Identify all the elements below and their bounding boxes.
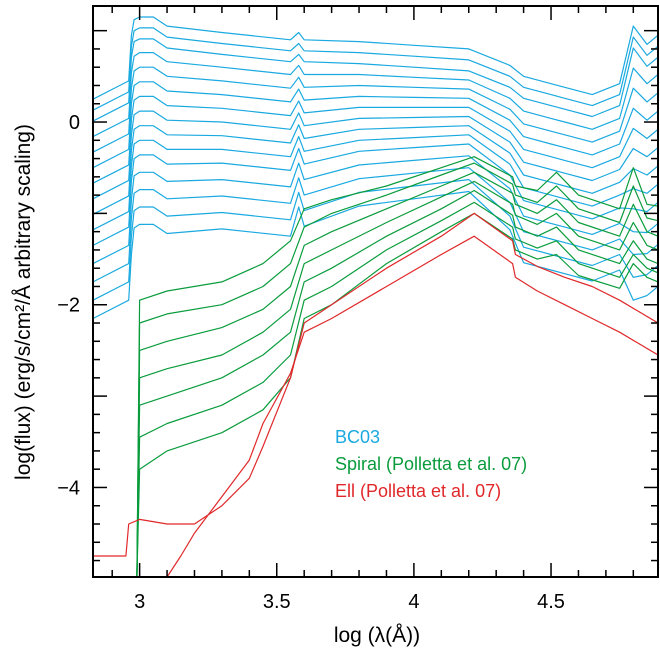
series-line-ell-23 — [166, 235, 658, 577]
x-tick-label: 3 — [134, 591, 145, 613]
legend-entry-spiral: Spiral (Polletta et al. 07) — [335, 454, 527, 474]
legend: BC03 Spiral (Polletta et al. 07) Ell (Po… — [335, 427, 527, 501]
x-tick-label: 3.5 — [263, 591, 291, 613]
series-line-bc03-12 — [93, 167, 658, 283]
series-line-bc03-14 — [93, 190, 658, 320]
axes: 3 3.5 4 4.5 0 −2 −4 — [57, 5, 659, 613]
x-tick-label: 4 — [408, 591, 419, 613]
series-line-bc03-5 — [93, 81, 658, 169]
y-tick-label: 0 — [69, 112, 80, 134]
y-tick-label: −2 — [57, 295, 80, 317]
legend-entry-ell: Ell (Polletta et al. 07) — [335, 481, 501, 501]
series-line-bc03-2 — [93, 38, 658, 122]
series-line-bc03-1 — [93, 27, 658, 111]
legend-entry-bc03: BC03 — [335, 427, 380, 447]
x-axis-label: log (λ(Å)) — [334, 624, 420, 647]
series-line-bc03-6 — [93, 95, 658, 184]
series-line-bc03-10 — [93, 143, 658, 246]
series-line-bc03-3 — [93, 51, 658, 138]
y-tick-label: −4 — [57, 477, 80, 499]
series-line-bc03-0 — [93, 16, 658, 100]
plot-area — [93, 16, 658, 577]
x-tick-label: 4.5 — [537, 591, 565, 613]
series-line-spiral-16 — [136, 162, 658, 577]
series-line-spiral-18 — [136, 180, 658, 577]
series-line-spiral-15 — [136, 156, 658, 577]
series-line-bc03-7 — [93, 110, 658, 200]
series-line-spiral-20 — [136, 201, 658, 577]
series-line-spiral-17 — [136, 171, 658, 577]
plot-frame — [92, 5, 659, 578]
y-axis-label: log(flux) (erg/s/cm²/Å arbitrary scaling… — [12, 124, 35, 480]
series-line-bc03-4 — [93, 66, 658, 153]
series-line-spiral-21 — [136, 212, 658, 577]
series-line-ell-22 — [93, 212, 658, 557]
series-line-bc03-8 — [93, 124, 658, 215]
series-line-bc03-11 — [93, 155, 658, 265]
series-line-spiral-19 — [136, 189, 658, 577]
